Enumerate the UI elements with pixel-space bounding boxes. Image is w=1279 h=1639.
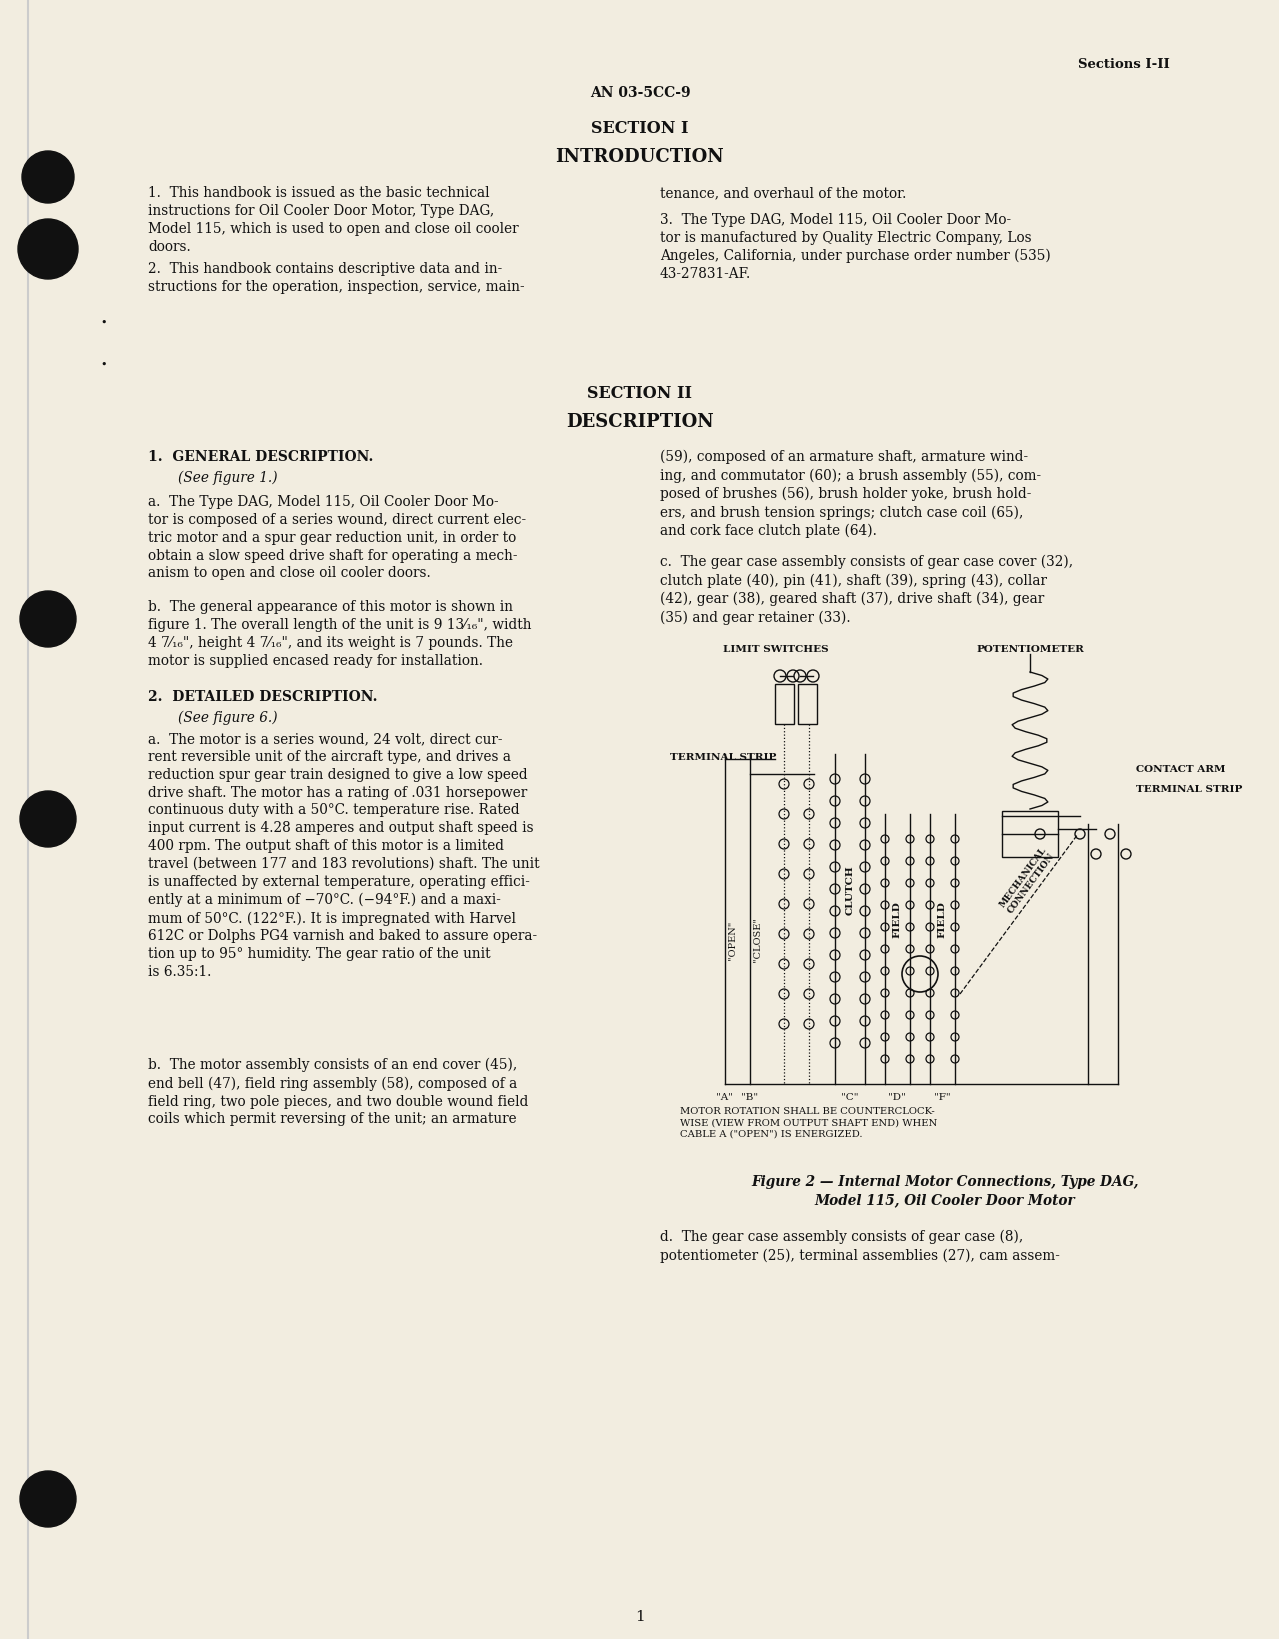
Text: 1.  This handbook is issued as the basic technical
instructions for Oil Cooler D: 1. This handbook is issued as the basic …	[148, 185, 518, 254]
Circle shape	[20, 592, 75, 647]
Text: 2.  DETAILED DESCRIPTION.: 2. DETAILED DESCRIPTION.	[148, 690, 377, 703]
Circle shape	[20, 792, 75, 847]
Text: Figure 2 — Internal Motor Connections, Type DAG,
Model 115, Oil Cooler Door Moto: Figure 2 — Internal Motor Connections, T…	[751, 1174, 1138, 1206]
Circle shape	[22, 152, 74, 203]
Text: MECHANICAL
CONNECTION: MECHANICAL CONNECTION	[998, 844, 1056, 915]
Text: "D": "D"	[888, 1092, 906, 1101]
Text: CLUTCH: CLUTCH	[845, 865, 854, 915]
Text: POTENTIOMETER: POTENTIOMETER	[976, 644, 1083, 654]
Text: c.  The gear case assembly consists of gear case cover (32),
clutch plate (40), : c. The gear case assembly consists of ge…	[660, 554, 1073, 624]
Text: TERMINAL STRIP: TERMINAL STRIP	[1136, 785, 1242, 793]
Text: 3.  The Type DAG, Model 115, Oil Cooler Door Mo-
tor is manufactured by Quality : 3. The Type DAG, Model 115, Oil Cooler D…	[660, 213, 1051, 280]
Text: SECTION I: SECTION I	[591, 120, 689, 138]
Text: 1.  GENERAL DESCRIPTION.: 1. GENERAL DESCRIPTION.	[148, 449, 373, 464]
Text: FIELD: FIELD	[938, 901, 946, 938]
Text: LIMIT SWITCHES: LIMIT SWITCHES	[723, 644, 829, 654]
Bar	[775, 685, 794, 724]
Text: Sections I-II: Sections I-II	[1078, 57, 1170, 70]
Text: •: •	[100, 361, 106, 370]
Text: (See figure 1.): (See figure 1.)	[178, 470, 278, 485]
Text: MOTOR ROTATION SHALL BE COUNTERCLOCK-
WISE (VIEW FROM OUTPUT SHAFT END) WHEN
CAB: MOTOR ROTATION SHALL BE COUNTERCLOCK- WI…	[680, 1106, 938, 1137]
Text: tenance, and overhaul of the motor.: tenance, and overhaul of the motor.	[660, 185, 907, 200]
Text: DESCRIPTION: DESCRIPTION	[567, 413, 714, 431]
Text: "A": "A"	[716, 1092, 733, 1101]
Text: 1: 1	[636, 1609, 645, 1623]
Text: b.  The motor assembly consists of an end cover (45),
end bell (47), field ring : b. The motor assembly consists of an end…	[148, 1057, 528, 1126]
Text: "C": "C"	[842, 1092, 858, 1101]
Text: 2.  This handbook contains descriptive data and in-
structions for the operation: 2. This handbook contains descriptive da…	[148, 262, 524, 293]
Text: "F": "F"	[934, 1092, 950, 1101]
Text: "OPEN": "OPEN"	[729, 919, 738, 959]
Text: CONTACT ARM: CONTACT ARM	[1136, 764, 1225, 774]
Text: (See figure 6.): (See figure 6.)	[178, 711, 278, 724]
Text: •: •	[100, 318, 106, 328]
Bar	[1001, 811, 1058, 857]
Circle shape	[20, 1472, 75, 1528]
Bar	[798, 685, 817, 724]
Text: FIELD: FIELD	[893, 901, 902, 938]
Text: "B": "B"	[742, 1092, 758, 1101]
Text: INTRODUCTION: INTRODUCTION	[555, 148, 724, 166]
Text: b.  The general appearance of this motor is shown in
figure 1. The overall lengt: b. The general appearance of this motor …	[148, 600, 532, 667]
Text: SECTION II: SECTION II	[587, 385, 692, 402]
Circle shape	[18, 220, 78, 280]
Text: a.  The Type DAG, Model 115, Oil Cooler Door Mo-
tor is composed of a series wou: a. The Type DAG, Model 115, Oil Cooler D…	[148, 495, 526, 580]
Text: a.  The motor is a series wound, 24 volt, direct cur-
rent reversible unit of th: a. The motor is a series wound, 24 volt,…	[148, 731, 540, 978]
Text: (59), composed of an armature shaft, armature wind-
ing, and commutator (60); a : (59), composed of an armature shaft, arm…	[660, 449, 1041, 538]
Text: TERMINAL STRIP: TERMINAL STRIP	[670, 752, 776, 762]
Text: "CLOSE": "CLOSE"	[753, 916, 762, 962]
Text: d.  The gear case assembly consists of gear case (8),
potentiometer (25), termin: d. The gear case assembly consists of ge…	[660, 1229, 1060, 1262]
Text: AN 03-5CC-9: AN 03-5CC-9	[590, 85, 691, 100]
